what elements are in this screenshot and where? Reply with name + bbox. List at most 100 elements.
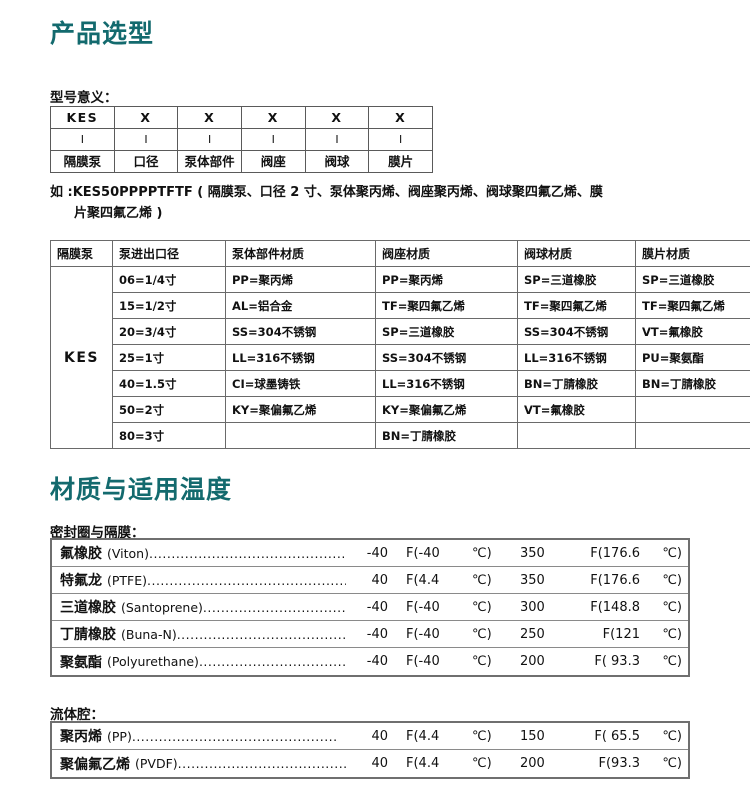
cell-body-material	[225, 422, 376, 449]
column-header-ball-material: 阀球材质	[517, 240, 636, 267]
cell-port-size: 80=3寸	[112, 422, 226, 449]
model-connector-cell-4: I	[304, 128, 370, 151]
table-row: 15=1/2寸 AL=铝合金 TF=聚四氟乙烯 TF=聚四氟乙烯 TF=聚四氟乙…	[51, 292, 750, 319]
material-name-english: (PTFE)	[107, 572, 148, 588]
max-temp-unit: ℃)	[662, 545, 682, 561]
min-temp-unit: ℃)	[472, 626, 492, 642]
table-row: 聚氨酯 (Polyurethane) .....................…	[52, 648, 688, 675]
cell-port-size: 40=1.5寸	[112, 370, 226, 397]
cell-diaphragm-material	[635, 396, 750, 423]
max-temp-fahrenheit: 200	[520, 756, 545, 771]
dot-leader: ........................................…	[176, 626, 346, 642]
min-temp-celsius-label: F(-40	[406, 599, 440, 615]
max-temp-celsius-label: F( 93.3	[594, 654, 640, 669]
model-meaning-cell-0: 隔膜泵	[50, 150, 115, 173]
min-temp-celsius-label: F(-40	[406, 654, 440, 669]
material-name: 丁腈橡胶	[60, 627, 116, 643]
cell-body-material: LL=316不锈钢	[225, 344, 376, 371]
table-row: 40=1.5寸 CI=球墨铸铁 LL=316不锈钢 BN=丁腈橡胶 BN=丁腈橡…	[51, 370, 750, 397]
column-header-seat-material: 阀座材质	[375, 240, 518, 267]
max-temp-fahrenheit: 300	[520, 599, 545, 615]
table-row: 20=3/4寸 SS=304不锈钢 SP=三道橡胶 SS=304不锈钢 VT=氟…	[51, 318, 750, 345]
cell-ball-material: VT=氟橡胶	[517, 396, 636, 423]
max-temp-celsius-label: F(148.8	[590, 599, 640, 615]
table-row: 50=2寸 KY=聚偏氟乙烯 KY=聚偏氟乙烯 VT=氟橡胶	[51, 396, 750, 423]
table-row: 聚丙烯 (PP) ...............................…	[52, 723, 688, 750]
model-code-cell-2: X	[177, 106, 242, 129]
cell-ball-material: SP=三道橡胶	[517, 266, 636, 293]
dot-leader: ........................................…	[198, 654, 346, 669]
cell-ball-material	[517, 422, 636, 449]
table-row-model-code: KES X X X X X	[50, 106, 433, 129]
seals-temperature-table: 氟橡胶 (Viton) ............................…	[50, 538, 690, 677]
cell-diaphragm-material: PU=聚氨酯	[635, 344, 750, 371]
table-row: 丁腈橡胶 (Buna-N) ..........................…	[52, 621, 688, 648]
max-temp-unit: ℃)	[662, 756, 682, 771]
model-meaning-cell-4: 阀球	[304, 150, 370, 173]
material-name: 三道橡胶	[60, 600, 116, 616]
cell-port-size: 06=1/4寸	[112, 266, 226, 293]
max-temp-unit: ℃)	[662, 599, 682, 615]
max-temp-unit: ℃)	[662, 728, 682, 744]
model-connector-cell-3: I	[240, 128, 306, 151]
material-name: 特氟龙	[60, 573, 102, 589]
cell-diaphragm-material: VT=氟橡胶	[635, 318, 750, 345]
cell-seat-material: LL=316不锈钢	[375, 370, 518, 397]
max-temp-fahrenheit: 350	[520, 545, 545, 561]
model-meaning-cell-3: 阀座	[240, 150, 306, 173]
min-temp-unit: ℃)	[472, 756, 492, 771]
max-temp-fahrenheit: 150	[520, 728, 545, 744]
material-name-english: (Buna-N)	[121, 626, 177, 642]
model-code-cell-5: X	[368, 106, 433, 129]
max-temp-unit: ℃)	[662, 572, 682, 588]
example-note: 如 :KES50PPPPTFTF ( 隔膜泵、口径 2 寸、泵体聚丙烯、阀座聚丙…	[50, 182, 700, 224]
max-temp-celsius-label: F( 65.5	[594, 728, 640, 744]
dot-leader: ........................................…	[148, 545, 346, 561]
table-header-row: 隔膜泵 泵进出口径 泵体部件材质 阀座材质 阀球材质 膜片材质	[50, 240, 750, 267]
cell-ball-material: LL=316不锈钢	[517, 344, 636, 371]
model-meaning-cell-2: 泵体部件	[177, 150, 242, 173]
min-temp-fahrenheit: 40	[371, 728, 388, 744]
fluid-chamber-temperature-table: 聚丙烯 (PP) ...............................…	[50, 721, 690, 779]
column-header-body-material: 泵体部件材质	[225, 240, 376, 267]
min-temp-celsius-label: F(4.4	[406, 572, 440, 588]
model-connector-cell-0: I	[50, 128, 115, 151]
page-title-material-temperature: 材质与适用温度	[50, 475, 233, 504]
example-note-line-2: 片聚四氟乙烯 )	[74, 206, 163, 221]
cell-port-size: 25=1寸	[112, 344, 226, 371]
cell-seat-material: BN=丁腈橡胶	[375, 422, 518, 449]
model-connector-cell-5: I	[368, 128, 433, 151]
cell-port-size: 20=3/4寸	[112, 318, 226, 345]
label-model-meaning: 型号意义：	[50, 90, 118, 106]
min-temp-fahrenheit: 40	[371, 756, 388, 771]
material-name-english: (Viton)	[107, 545, 149, 561]
page-title-product-selection: 产品选型	[50, 19, 155, 48]
model-code-cell-3: X	[240, 106, 306, 129]
table-row: 25=1寸 LL=316不锈钢 SS=304不锈钢 LL=316不锈钢 PU=聚…	[51, 344, 750, 371]
min-temp-fahrenheit: -40	[366, 654, 388, 669]
table-row: 氟橡胶 (Viton) ............................…	[52, 540, 688, 567]
min-temp-celsius-label: F(-40	[406, 545, 440, 561]
table-row: KES 06=1/4寸 PP=聚丙烯 PP=聚丙烯 SP=三道橡胶 SP=三道橡…	[50, 266, 750, 449]
material-name: 聚偏氟乙烯	[60, 756, 130, 773]
table-row: 三道橡胶 (Santoprene) ......................…	[52, 594, 688, 621]
model-meaning-cell-1: 口径	[113, 150, 179, 173]
min-temp-unit: ℃)	[472, 545, 492, 561]
min-temp-celsius-label: F(4.4	[406, 728, 440, 744]
cell-seat-material: SP=三道橡胶	[375, 318, 518, 345]
dot-leader: ........................................…	[177, 756, 346, 771]
min-temp-unit: ℃)	[472, 572, 492, 588]
label-fluid-chamber: 流体腔：	[50, 707, 104, 723]
max-temp-fahrenheit: 250	[520, 626, 545, 642]
dot-leader: ........................................…	[202, 599, 346, 615]
model-code-cell-1: X	[113, 106, 179, 129]
column-header-pump: 隔膜泵	[50, 240, 113, 267]
cell-ball-material: SS=304不锈钢	[517, 318, 636, 345]
min-temp-fahrenheit: -40	[366, 599, 388, 615]
min-temp-unit: ℃)	[472, 599, 492, 615]
model-connector-cell-1: I	[113, 128, 179, 151]
model-connector-cell-2: I	[177, 128, 242, 151]
cell-seat-material: KY=聚偏氟乙烯	[375, 396, 518, 423]
cell-diaphragm-material	[635, 422, 750, 449]
min-temp-unit: ℃)	[472, 654, 492, 669]
